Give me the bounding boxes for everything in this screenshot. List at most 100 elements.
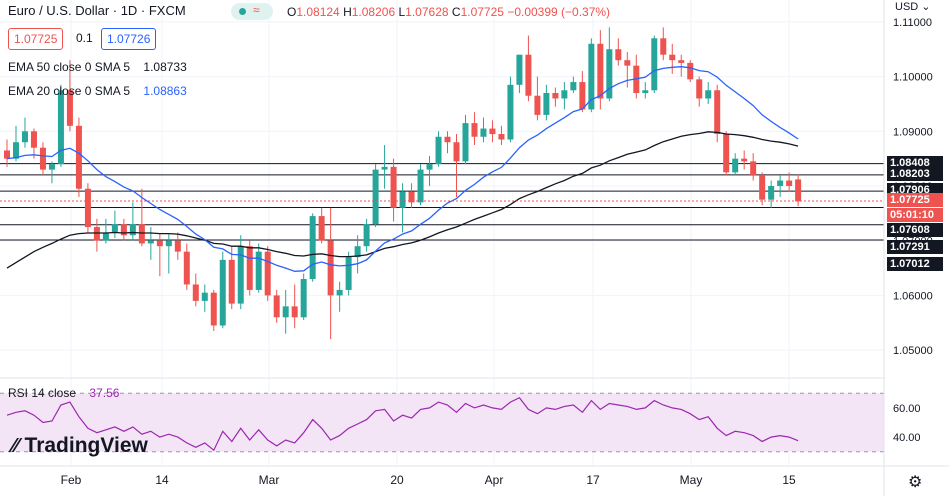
candle-body [265,252,271,296]
candle-body [723,134,729,172]
ema20-value: 1.08863 [143,84,186,98]
candle-body [157,241,163,246]
countdown-tag: 05:01:10 [887,208,943,222]
change-value: −0.00399 (−0.37%) [507,5,610,19]
ema20-legend[interactable]: EMA 20 close 0 SMA 5 1.08863 [8,84,187,98]
currency-label: USD [895,1,918,13]
ema50-legend[interactable]: EMA 50 close 0 SMA 5 1.08733 [8,60,187,74]
candle-body [31,131,37,147]
candle-body [687,63,693,79]
candle-body [175,241,181,252]
candle-body [202,293,208,301]
candle-body [732,159,738,173]
candle-body [480,129,486,137]
level-price-tag: 1.07012 [887,257,943,271]
low-value: 1.07628 [405,5,448,19]
candle-body [445,137,451,142]
candle-body [328,241,334,296]
time-tick-label: 15 [782,473,796,487]
candle-body [552,93,558,98]
candle-body [759,175,765,200]
candle-body [256,252,262,290]
time-tick-label: Feb [61,473,82,487]
candle-body [777,181,783,186]
time-tick-label: 14 [155,473,169,487]
candle-body [705,90,711,98]
candle-body [283,306,289,317]
candle-body [750,161,756,175]
level-price-tag: 1.07608 [887,223,943,237]
candle-body [184,252,190,285]
candle-body [139,224,145,243]
sell-button[interactable]: 1.07725 [8,28,63,50]
candle-body [337,290,343,295]
level-price-tag: 1.07291 [887,240,943,254]
close-label: C [452,5,461,19]
candle-body [436,137,442,164]
candle-body [274,295,280,317]
symbol-title[interactable]: Euro / U.S. Dollar · 1D · FXCM [8,3,186,18]
candle-body [678,60,684,63]
time-tick-label: Mar [259,473,280,487]
candle-body [489,129,495,134]
open-label: O [287,5,296,19]
candle-body [579,82,585,109]
spread-value: 0.1 [76,31,93,45]
price-tick-label: 1.10000 [893,72,933,84]
candle-body [364,224,370,246]
candle-body [597,44,603,99]
candle-body [651,38,657,90]
candle-body [624,60,630,65]
candle-body [669,55,675,60]
candle-body [292,306,298,317]
candle-body [418,170,424,203]
time-axis-ticks: Feb 14 Mar 20 Apr 17 May 15 [61,473,796,487]
price-tick-label: 1.05000 [893,345,933,357]
candle-body [714,90,720,134]
ema20-label: EMA 20 close 0 SMA 5 [8,84,130,98]
currency-selector[interactable]: USD ⌄ [895,0,931,13]
candle-body [507,85,513,140]
open-value: 1.08124 [296,5,339,19]
candle-body [525,55,531,96]
candle-body [301,279,307,317]
candle-body [148,241,154,244]
candle-body [319,216,325,241]
price-tick-label: 1.06000 [893,290,933,302]
candles [4,27,801,339]
candle-body [346,257,352,290]
candle-body [193,284,199,300]
candle-body [220,260,226,326]
candle-body [427,164,433,169]
candle-body [786,181,792,186]
candle-body [660,38,666,54]
candle-body [247,246,253,290]
wave-icon: ≈ [253,3,260,17]
dot-icon [239,8,246,15]
ohlc-readout: O1.08124 H1.08206 L1.07628 C1.07725 −0.0… [287,5,610,19]
candle-body [570,82,576,90]
candle-body [391,167,397,208]
candle-body [76,126,82,189]
candle-body [454,142,460,161]
candle-body [85,189,91,227]
candle-body [768,186,774,200]
candle-body [561,90,567,98]
market-status-pill[interactable]: ≈ [231,3,273,20]
candle-body [606,49,612,98]
candle-body [400,191,406,207]
rsi-tick-label: 60.00 [893,403,921,415]
candle-body [471,123,477,137]
candle-body [310,216,316,279]
candle-body [40,148,46,170]
rsi-legend[interactable]: RSI 14 close 37.56 [8,386,119,400]
buy-button[interactable]: 1.07726 [101,28,156,50]
candle-body [130,224,136,235]
candle-body [58,90,64,164]
candle-body [103,233,109,241]
time-tick-label: May [680,473,703,487]
candle-body [211,293,217,326]
chevron-down-icon: ⌄ [921,1,930,13]
settings-gear-icon[interactable]: ⚙ [908,472,922,492]
